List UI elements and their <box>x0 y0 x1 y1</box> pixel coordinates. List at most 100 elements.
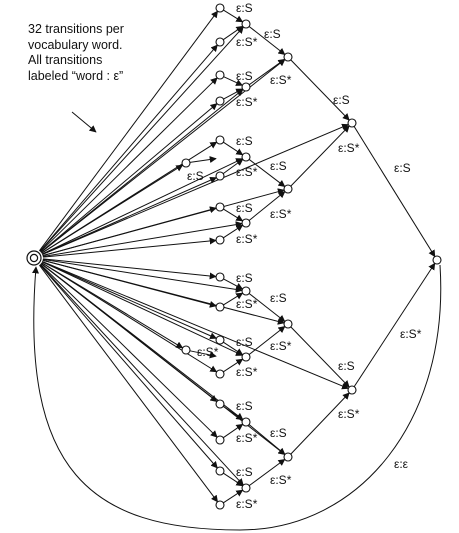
fan-arc-23 <box>39 264 244 486</box>
merge-arc-a-1 <box>223 76 244 86</box>
extra-arc-1 <box>189 156 217 163</box>
transition-label-10: ε:S* <box>236 165 258 179</box>
transition-label-18: ε:S <box>270 291 287 305</box>
fan-arc-28 <box>42 123 349 255</box>
transition-label-27: ε:S* <box>236 431 258 445</box>
transition-arcs <box>32 9 442 531</box>
merge-arc-a-0 <box>223 9 244 23</box>
transition-label-31: ε:S* <box>270 473 292 487</box>
transition-label-15: ε:S <box>394 161 411 175</box>
transition-labels: ε:S ε:S* ε:S ε:S ε:S* ε:S* ε:S ε:S* ε:S ε:S ε:S* ε:… <box>187 1 422 511</box>
fan-arc-7 <box>42 176 217 255</box>
merge-arc-b-5 <box>223 358 244 373</box>
merge-state-6 <box>241 417 251 427</box>
l3-arc-1-1 <box>290 392 350 455</box>
transition-label-8: ε:S <box>236 134 253 148</box>
l3-arc-1-0 <box>290 326 350 388</box>
state-6a <box>215 399 225 409</box>
l3-arc-0-1 <box>290 125 350 187</box>
note-line-2: vocabulary word. <box>28 37 123 52</box>
l2-arc-2-1 <box>248 326 286 355</box>
l2-arc-2-0 <box>248 293 286 322</box>
transition-label-6: ε:S <box>333 93 350 107</box>
fan-arc-16 <box>41 262 218 373</box>
transition-label-25: ε:S* <box>400 327 422 341</box>
note-line-4: labeled “word : ε” <box>28 68 124 83</box>
extra-state-0 <box>181 158 191 168</box>
fan-arc-31 <box>41 262 184 349</box>
fan-arc-4 <box>40 103 218 253</box>
fst-states <box>26 3 442 510</box>
transition-label-17: ε:S* <box>236 297 258 311</box>
transition-label-14: ε:S* <box>270 207 292 221</box>
transition-label-0: ε:S <box>236 1 253 15</box>
state-4a <box>215 272 225 282</box>
fan-arc-10 <box>42 237 217 258</box>
state-0b <box>215 37 225 47</box>
transition-label-2: ε:S <box>264 27 281 41</box>
fan-arc-12 <box>42 258 217 280</box>
state-7a <box>215 466 225 476</box>
merge-state-5 <box>241 352 251 362</box>
fan-arc-24 <box>40 59 286 253</box>
fan-arc-26 <box>42 259 285 325</box>
l2-arc-0-0 <box>248 26 286 55</box>
state-7b <box>215 500 225 510</box>
note-line-1: 32 transitions per <box>28 22 124 36</box>
annotation-note: 32 transitions per vocabulary word. All … <box>28 22 138 84</box>
transition-label-12: ε:S <box>236 201 253 215</box>
transition-label-1: ε:S* <box>236 35 258 49</box>
merge-arc-a-4 <box>223 278 244 290</box>
final-arc-0 <box>353 126 436 258</box>
l2-arc-1-1 <box>248 191 286 221</box>
transition-label-13: ε:S* <box>236 232 258 246</box>
transition-label-16: ε:S <box>236 271 253 285</box>
state-1a <box>215 70 225 80</box>
fan-arc-0 <box>38 10 219 252</box>
level2-state-1 <box>283 184 293 194</box>
state-6b <box>215 435 225 445</box>
transition-label-19: ε:S <box>236 335 253 349</box>
transition-label-24: ε:S* <box>338 407 360 421</box>
extra-arc-2 <box>189 350 217 359</box>
fan-arc-19 <box>40 263 218 438</box>
fan-arc-1 <box>39 44 218 252</box>
state-2a <box>215 135 225 145</box>
transition-label-30: ε:S* <box>236 497 258 511</box>
merge-arc-a-5 <box>223 341 244 356</box>
level3-state-0 <box>347 118 357 128</box>
fan-arc-2 <box>39 26 244 252</box>
fan-arc-29 <box>42 260 349 390</box>
merge-arc-b-3 <box>223 224 244 239</box>
state-4b <box>215 302 225 312</box>
l2-arc-0-1 <box>248 58 286 86</box>
fan-arc-25 <box>42 188 285 257</box>
transition-label-7: ε:S* <box>338 141 360 155</box>
fan-arc-3 <box>40 77 218 253</box>
transition-label-28: ε:S <box>270 426 287 440</box>
merge-state-7 <box>241 483 251 493</box>
fan-arc-14 <box>42 258 243 293</box>
merge-arc-b-1 <box>223 88 244 100</box>
state-0a <box>215 3 225 13</box>
merge-state-1 <box>241 82 251 92</box>
transition-label-11: ε:S <box>270 159 287 173</box>
transition-label-22: ε:S* <box>270 339 292 353</box>
fan-arc-21 <box>39 264 218 469</box>
level3-state-1 <box>347 385 357 395</box>
l2-arc-3-1 <box>248 458 286 487</box>
merge-arc-b-7 <box>223 489 244 504</box>
merge-state-3 <box>241 218 251 228</box>
fan-arc-11 <box>42 221 243 258</box>
merge-state-0 <box>241 19 251 29</box>
transition-label-21: ε:S* <box>236 365 258 379</box>
transition-label-9: ε:S <box>187 169 204 183</box>
l2-arc-1-0 <box>248 159 286 188</box>
merge-arc-b-0 <box>223 25 244 41</box>
merge-arc-a-7 <box>223 472 244 487</box>
note-line-3: All transitions <box>28 53 103 67</box>
transition-label-26: ε:S <box>236 399 253 413</box>
merge-arc-a-2 <box>223 141 244 156</box>
extra-state-1 <box>181 345 191 355</box>
transition-label-5: ε:S* <box>270 73 292 87</box>
